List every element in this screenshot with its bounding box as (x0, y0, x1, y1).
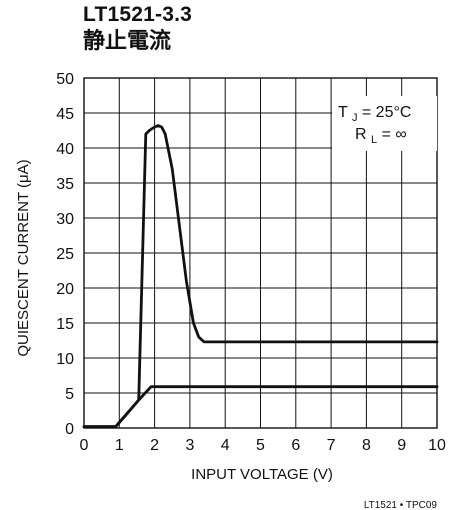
x-tick-label: 1 (115, 437, 124, 454)
annotation-load-main: R (355, 126, 367, 143)
x-tick-label: 2 (150, 437, 159, 454)
y-tick-label: 5 (65, 386, 74, 403)
y-tick-label: 40 (56, 141, 74, 158)
x-axis-label: INPUT VOLTAGE (V) (191, 466, 333, 483)
plot-frame (83, 77, 438, 429)
series-line-upper (82, 124, 439, 429)
x-tick-label: 3 (185, 437, 194, 454)
y-tick-label: 50 (56, 71, 74, 88)
chart-title-block: LT1521-3.3 静止電流 (83, 3, 192, 55)
annotation-temperature-main: T (338, 104, 348, 121)
x-tick-label: 9 (397, 437, 406, 454)
y-axis-label: QUIESCENT CURRENT (μA) (15, 159, 32, 356)
y-tick-label: 20 (56, 281, 74, 298)
annotation-background (332, 96, 437, 151)
footer-code: LT1521 • TPC09 (364, 500, 438, 510)
x-tick-label: 8 (362, 437, 371, 454)
x-axis-ticks: 0 1 2 3 4 5 6 7 8 9 10 (80, 437, 446, 454)
annotation-temperature-sub: J (352, 112, 358, 124)
x-tick-label: 4 (221, 437, 230, 454)
y-tick-label: 45 (56, 106, 74, 123)
x-tick-label: 10 (428, 437, 446, 454)
annotation-load: R L = ∞ (355, 126, 407, 147)
y-tick-label: 10 (56, 351, 74, 368)
x-tick-label: 5 (256, 437, 265, 454)
x-tick-label: 6 (291, 437, 300, 454)
annotation-load-sub: L (371, 134, 377, 146)
y-tick-label: 30 (56, 211, 74, 228)
annotation-temperature: T J = 25°C (338, 104, 411, 125)
y-tick-label: 15 (56, 316, 74, 333)
series-line-lower (82, 385, 439, 429)
x-tick-label: 7 (327, 437, 336, 454)
chart-title: LT1521-3.3 (83, 3, 192, 26)
y-tick-label: 0 (65, 421, 74, 438)
annotation-load-tail: = ∞ (382, 126, 407, 143)
x-tick-label: 0 (80, 437, 89, 454)
annotation-temperature-tail: = 25°C (362, 104, 412, 121)
data-series (82, 124, 439, 429)
y-tick-label: 25 (56, 246, 74, 263)
chart-subtitle: 静止電流 (83, 29, 172, 55)
y-tick-label: 35 (56, 176, 74, 193)
y-axis-ticks: 0 5 10 15 20 25 30 35 40 45 50 (56, 71, 74, 438)
